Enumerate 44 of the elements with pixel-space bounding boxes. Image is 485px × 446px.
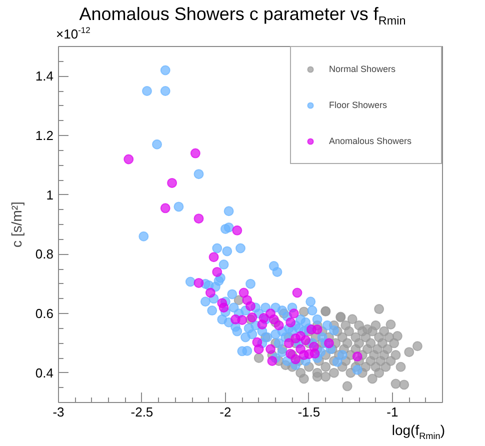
point [232, 225, 242, 236]
x-tick-label: -3 [52, 404, 64, 420]
point [208, 252, 219, 262]
point [190, 148, 200, 158]
y-tick-label: 0.6 [35, 306, 54, 321]
point [324, 338, 334, 348]
legend-label: Anomalous Showers [329, 136, 413, 146]
point [218, 302, 229, 313]
point [124, 154, 134, 164]
point [237, 315, 248, 326]
point [254, 344, 264, 354]
y-tick-label: 1.2 [35, 128, 54, 143]
point [267, 356, 278, 366]
point [194, 214, 204, 224]
y-tick-label: 1.4 [35, 68, 54, 84]
x-tick-label: -1 [386, 404, 398, 420]
x-tick-label: -1.5 [298, 404, 320, 420]
point [194, 278, 204, 288]
y-axis-title: c [s/m²] [8, 202, 24, 248]
x-axis-title: log(f$_{Rmin}$) [392, 421, 445, 443]
point [300, 335, 311, 346]
point [284, 338, 294, 348]
point [308, 342, 319, 352]
x-tick-label: -2 [220, 404, 232, 420]
y-tick-label: 1 [46, 187, 54, 202]
point [288, 308, 299, 318]
point [205, 288, 216, 298]
point [246, 301, 256, 312]
point [238, 288, 249, 298]
point [286, 317, 296, 328]
y-tick-label: 0.8 [35, 246, 54, 262]
point [312, 324, 322, 335]
point [160, 203, 170, 214]
x-tick-label: -2.5 [130, 404, 154, 420]
point [266, 344, 276, 354]
point [352, 352, 362, 362]
point [292, 288, 302, 298]
point [274, 320, 284, 330]
point [167, 178, 178, 188]
point [212, 266, 222, 277]
legend-label: Floor Showers [329, 100, 388, 110]
y-tick-label: 0.4 [35, 365, 54, 380]
legend-label: Normal Showers [329, 64, 397, 74]
point [290, 354, 301, 364]
